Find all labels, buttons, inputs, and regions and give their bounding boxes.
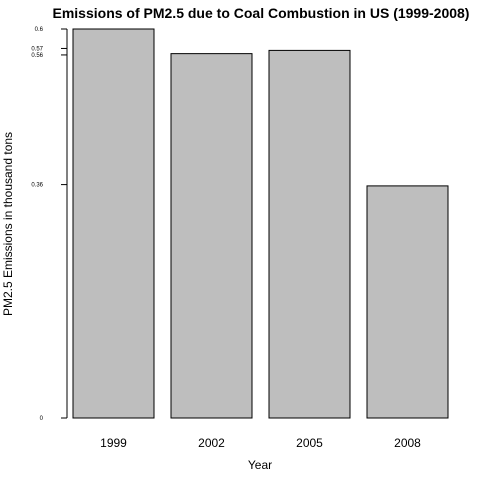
- chart-title: Emissions of PM2.5 due to Coal Combustio…: [53, 5, 470, 21]
- x-tick-label: 2008: [394, 436, 421, 450]
- y-tick-label: 0.36: [31, 183, 43, 189]
- bars-group: [72, 28, 449, 419]
- x-tick-label: 2002: [198, 436, 225, 450]
- bar-1999: [72, 28, 155, 419]
- y-tick-label: 0: [40, 416, 44, 422]
- bar-2008: [366, 185, 449, 419]
- y-axis-label: PM2.5 Emissions in thousand tons: [1, 132, 15, 316]
- bar-2002: [170, 53, 253, 419]
- x-axis-label: Year: [248, 458, 272, 472]
- y-tick-label: 0.6: [35, 27, 44, 33]
- y-tick-label: 0.56: [31, 53, 43, 59]
- y-ticks-group: 0 0.36 0.560.57 0.6: [31, 27, 67, 422]
- bar-2005: [268, 49, 351, 419]
- y-tick-label: 0.57: [31, 46, 43, 52]
- x-tick-label: 1999: [100, 436, 127, 450]
- x-tick-label: 2005: [296, 436, 323, 450]
- x-ticks-group: 1999 2002 2005 2008: [100, 436, 421, 450]
